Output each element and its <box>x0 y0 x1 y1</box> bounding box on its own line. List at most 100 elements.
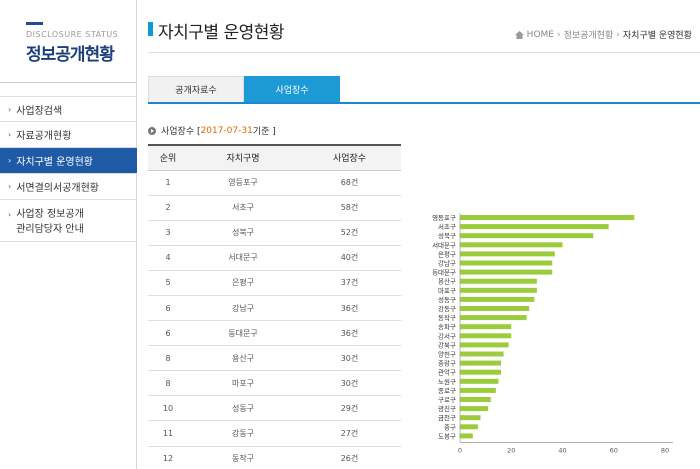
breadcrumb-home[interactable]: HOME <box>526 29 554 40</box>
category-label: 동대문구 <box>432 269 456 277</box>
bar <box>460 351 504 357</box>
category-label: 서초구 <box>438 222 456 231</box>
count-cell: 27건 <box>298 420 401 447</box>
category-label: 영등포구 <box>432 213 456 222</box>
district-cell: 서대문구 <box>188 245 298 271</box>
count-cell: 36건 <box>298 320 401 347</box>
column-header-district: 자치구명 <box>188 144 298 171</box>
district-cell: 강동구 <box>188 420 298 447</box>
category-label: 양천구 <box>438 350 456 359</box>
count-cell: 37건 <box>298 270 401 296</box>
table-row: 8 마포구 30건 <box>148 370 401 397</box>
count-cell: 68건 <box>298 170 401 196</box>
category-label: 금천구 <box>438 413 456 422</box>
rank-cell: 2 <box>148 195 188 221</box>
district-cell: 마포구 <box>188 370 298 397</box>
district-bar-chart: 영등포구서초구성북구서대문구은평구강남구동대문구용산구마포구성동구강동구동작구송… <box>432 213 673 455</box>
bar <box>460 424 478 430</box>
category-label: 용산구 <box>438 277 456 286</box>
chevron-right-icon: › <box>8 182 12 191</box>
rank-cell: 12 <box>148 446 188 469</box>
table-row: 2 서초구 58건 <box>148 195 401 221</box>
category-label: 구로구 <box>438 396 456 404</box>
count-cell: 30건 <box>298 345 401 372</box>
sidebar-subtitle: DISCLOSURE STATUS <box>26 30 119 39</box>
bar <box>460 378 499 384</box>
bar <box>460 269 553 275</box>
bar <box>460 215 635 220</box>
category-label: 노원구 <box>438 377 456 386</box>
category-label: 송파구 <box>438 322 456 331</box>
count-cell: 30건 <box>298 370 401 397</box>
sidebar: DISCLOSURE STATUS 정보공개현황 › 사업장검색 › 자료공개현… <box>0 0 137 469</box>
bar <box>460 406 489 412</box>
chevron-right-icon: › <box>8 104 12 114</box>
category-label: 강서구 <box>438 331 456 340</box>
x-tick-label: 20 <box>507 447 515 455</box>
chevron-right-icon: › <box>8 130 12 139</box>
table-header-row: 순위 자치구명 사업장수 <box>148 144 401 171</box>
table-row: 3 성북구 52건 <box>148 220 401 246</box>
district-table: 순위 자치구명 사업장수 1 영등포구 68건 2 서초구 58건 3 성북구 52건 4 서대문구… <box>148 144 401 469</box>
breadcrumb: HOME › 정보공개현황 › 자치구별 운영현황 <box>514 28 692 41</box>
rank-cell: 11 <box>148 420 188 447</box>
district-cell: 성북구 <box>188 220 298 246</box>
chevron-right-icon: › <box>556 29 561 40</box>
table-row: 11 강동구 27건 <box>148 420 401 447</box>
x-tick-label: 60 <box>610 447 618 455</box>
bar <box>460 296 535 302</box>
bar <box>460 415 481 421</box>
chevron-right-icon: › <box>616 29 620 40</box>
bar <box>460 387 496 393</box>
header-divider <box>148 52 700 53</box>
bar <box>460 360 501 366</box>
sidebar-item-district-status[interactable]: › 자치구별 운영현황 <box>0 148 137 174</box>
sidebar-accent-bar <box>26 22 43 25</box>
category-label: 강북구 <box>438 340 456 349</box>
tab-disclosed-data[interactable]: 공개자료수 <box>148 76 244 102</box>
rank-cell: 8 <box>148 370 188 397</box>
bar <box>460 251 555 257</box>
bar <box>460 278 537 284</box>
category-label: 마포구 <box>438 286 456 295</box>
rank-cell: 10 <box>148 395 188 422</box>
table-row: 6 강남구 36건 <box>148 295 401 322</box>
sidebar-item-data-status[interactable]: › 자료공개현황 <box>0 122 137 148</box>
table-body: 1 영등포구 68건 2 서초구 58건 3 성북구 52건 4 서대문구 40건 5 은평구 37건 6 강남… <box>148 170 401 469</box>
table-row: 6 동대문구 36건 <box>148 320 401 347</box>
category-label: 성북구 <box>438 231 456 240</box>
rank-cell: 6 <box>148 320 188 347</box>
chevron-right-icon: › <box>8 210 12 219</box>
district-cell: 서초구 <box>188 195 298 221</box>
bar <box>460 433 473 439</box>
sidebar-item-written-resolution[interactable]: › 서면결의서공개현황 <box>0 174 137 200</box>
rank-cell: 5 <box>148 270 188 296</box>
category-label: 성동구 <box>438 295 456 304</box>
bar <box>460 306 530 311</box>
district-cell: 영등포구 <box>188 170 298 196</box>
bar <box>460 260 553 266</box>
sidebar-menu: › 사업장검색 › 자료공개현황 › 자치구별 운영현황 › 서면결의서공개현황… <box>0 96 137 242</box>
bar <box>460 315 527 321</box>
district-cell: 성동구 <box>188 395 298 422</box>
bar <box>460 233 594 239</box>
bar <box>460 242 563 248</box>
rank-cell: 4 <box>148 245 188 271</box>
page-title: 자치구별 운영현황 <box>158 23 285 43</box>
x-tick-label: 80 <box>661 447 669 455</box>
sidebar-item-manager-info[interactable]: › 사업장 정보공개 관리담당자 안내 <box>0 200 137 242</box>
tab-bar: 공개자료수 사업장수 <box>148 76 700 104</box>
sidebar-item-label: 서면결의서공개현황 <box>16 183 100 194</box>
breadcrumb-parent[interactable]: 정보공개현황 <box>563 31 614 41</box>
district-cell: 동작구 <box>188 446 298 469</box>
bar <box>460 324 512 330</box>
bar <box>460 342 509 348</box>
tab-site-count[interactable]: 사업장수 <box>244 76 340 102</box>
sidebar-item-label: 사업장검색 <box>16 105 63 117</box>
reference-date: 2017-07-31 <box>200 125 253 136</box>
sidebar-item-label: 사업장 정보공개 관리담당자 안내 <box>16 209 84 235</box>
category-label: 관악구 <box>438 368 456 377</box>
sidebar-header: DISCLOSURE STATUS 정보공개현황 <box>0 0 136 83</box>
sidebar-item-site-search[interactable]: › 사업장검색 <box>0 96 137 122</box>
sidebar-item-label: 자료공개현황 <box>16 131 72 142</box>
